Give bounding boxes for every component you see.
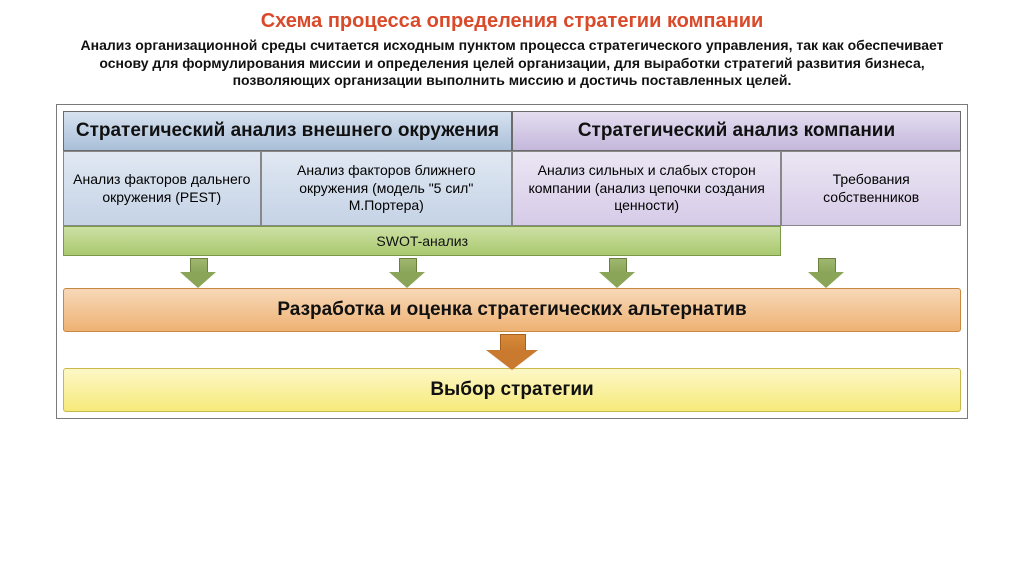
header-external-analysis: Стратегический анализ внешнего окружения — [63, 111, 512, 152]
bar-alternatives: Разработка и оценка стратегических альте… — [63, 288, 961, 332]
cell-pest: Анализ факторов дальнего окружения (PEST… — [63, 151, 261, 226]
arrow-row-small — [63, 256, 961, 264]
bar-choice: Выбор стратегии — [63, 368, 961, 412]
arrow-center-row — [63, 332, 961, 340]
page-subtitle: Анализ организационной среды считается и… — [60, 37, 964, 90]
swot-bar: SWOT-анализ — [63, 226, 781, 256]
cell-porter: Анализ факторов ближнего окружения (моде… — [261, 151, 512, 226]
cell-owners: Требования собственников — [781, 151, 961, 226]
header-company-analysis: Стратегический анализ компании — [512, 111, 961, 152]
cell-value-chain: Анализ сильных и слабых сторон компании … — [512, 151, 781, 226]
strategy-diagram: Стратегический анализ внешнего окружения… — [56, 104, 968, 419]
page-title: Схема процесса определения стратегии ком… — [60, 10, 964, 33]
